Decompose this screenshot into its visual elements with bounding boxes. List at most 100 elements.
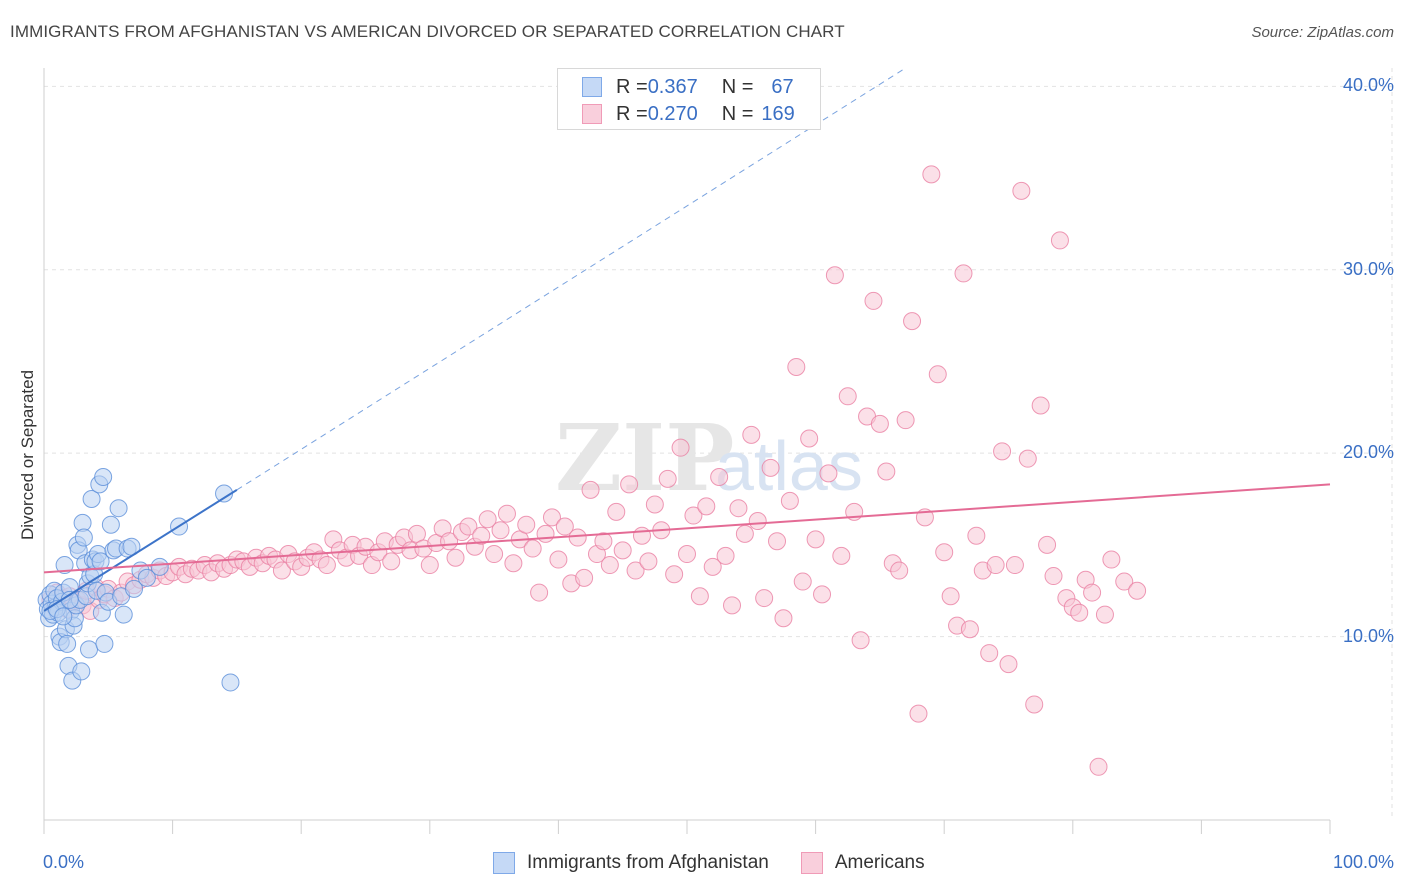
afghanistan-point: [91, 552, 110, 571]
legend-swatch-americans: [582, 104, 602, 124]
americans-point: [755, 589, 774, 608]
americans-point: [928, 365, 947, 384]
afghanistan-point: [94, 468, 113, 487]
americans-point: [877, 462, 896, 481]
americans-point: [665, 565, 684, 584]
americans-point: [626, 561, 645, 580]
americans-point: [780, 491, 799, 510]
americans-point: [536, 524, 555, 543]
afghanistan-point: [72, 662, 91, 681]
data-points: [37, 165, 1147, 776]
americans-point: [1005, 556, 1024, 575]
americans-point: [671, 438, 690, 457]
americans-point: [684, 506, 703, 525]
americans-trend-line: [43, 483, 1331, 574]
americans-point: [710, 468, 729, 487]
americans-point: [658, 469, 677, 488]
afghanistan-point: [109, 499, 128, 518]
americans-point: [909, 704, 928, 723]
americans-point: [1050, 231, 1069, 250]
afghanistan-point: [101, 515, 120, 534]
afghanistan-point: [80, 640, 99, 659]
americans-point: [272, 561, 291, 580]
y-tick-label: 10.0%: [1342, 625, 1394, 646]
americans-point: [497, 504, 516, 523]
americans-point: [870, 414, 889, 433]
americans-point: [967, 526, 986, 545]
americans-point: [787, 357, 806, 376]
stats-legend-row-americans: R = 0.270 N = 169: [582, 101, 795, 127]
r-value: 0.367: [647, 75, 698, 98]
afghanistan-point: [137, 568, 156, 587]
legend-item-americans: Americans: [800, 852, 925, 874]
americans-point: [549, 550, 568, 569]
series-legend: Immigrants from Afghanistan Americans: [493, 852, 957, 874]
americans-point: [922, 165, 941, 184]
americans-point: [632, 526, 651, 545]
americans-point: [986, 556, 1005, 575]
legend-swatch-americans: [800, 852, 823, 874]
n-label: N =: [721, 102, 754, 125]
legend-swatch-afghanistan: [582, 77, 602, 97]
americans-point: [742, 425, 761, 444]
americans-point: [478, 510, 497, 529]
americans-point: [1044, 567, 1063, 586]
afghanistan-point: [74, 528, 93, 547]
americans-point: [594, 532, 613, 551]
americans-point: [600, 556, 619, 575]
americans-point: [941, 587, 960, 606]
americans-point: [697, 497, 716, 516]
afghanistan-point: [150, 557, 169, 576]
y-tick-label: 30.0%: [1342, 258, 1394, 279]
americans-point: [800, 429, 819, 448]
americans-point: [890, 561, 909, 580]
americans-point: [555, 517, 574, 536]
y-tick-label: 20.0%: [1342, 442, 1394, 463]
afghanistan-point: [95, 634, 114, 653]
americans-point: [639, 552, 658, 571]
americans-point: [774, 609, 793, 628]
americans-point: [613, 541, 632, 560]
americans-point: [491, 521, 510, 540]
legend-label: Immigrants from Afghanistan: [527, 852, 769, 873]
americans-point: [446, 548, 465, 567]
americans-point: [1128, 581, 1147, 600]
americans-point: [542, 508, 561, 527]
americans-point: [568, 528, 587, 547]
watermark-zip: ZIP: [555, 404, 734, 512]
n-value: 67: [771, 75, 794, 98]
afghanistan-point: [82, 490, 101, 509]
americans-point: [317, 556, 336, 575]
n-value: 169: [761, 102, 795, 125]
americans-point: [999, 655, 1018, 674]
americans-point: [980, 644, 999, 663]
americans-point: [1083, 583, 1102, 602]
afghanistan-trend-line: [43, 489, 238, 612]
r-value: 0.270: [647, 102, 698, 125]
americans-point: [678, 545, 696, 564]
n-label: N =: [721, 75, 754, 98]
americans-point: [1089, 757, 1108, 776]
y-tick-label: 40.0%: [1342, 75, 1394, 96]
americans-point: [813, 585, 832, 604]
americans-point: [954, 264, 973, 283]
x-tick-max: 100.0%: [1332, 852, 1394, 872]
source-label: Source: ZipAtlas.com: [1251, 24, 1394, 41]
afghanistan-point: [221, 673, 240, 692]
afghanistan-point: [55, 556, 74, 575]
americans-point: [896, 411, 915, 430]
trend-lines: [43, 67, 1331, 612]
chart-title: IMMIGRANTS FROM AFGHANISTAN VS AMERICAN …: [10, 22, 845, 41]
americans-point: [620, 475, 639, 494]
americans-point: [716, 546, 735, 565]
americans-point: [1038, 535, 1057, 554]
americans-point: [420, 556, 439, 575]
x-tick-min: 0.0%: [43, 852, 85, 872]
americans-point: [485, 545, 504, 564]
americans-point: [459, 517, 478, 536]
americans-point: [819, 464, 838, 483]
americans-point: [851, 631, 870, 650]
americans-point: [825, 266, 844, 285]
americans-point: [935, 543, 954, 562]
